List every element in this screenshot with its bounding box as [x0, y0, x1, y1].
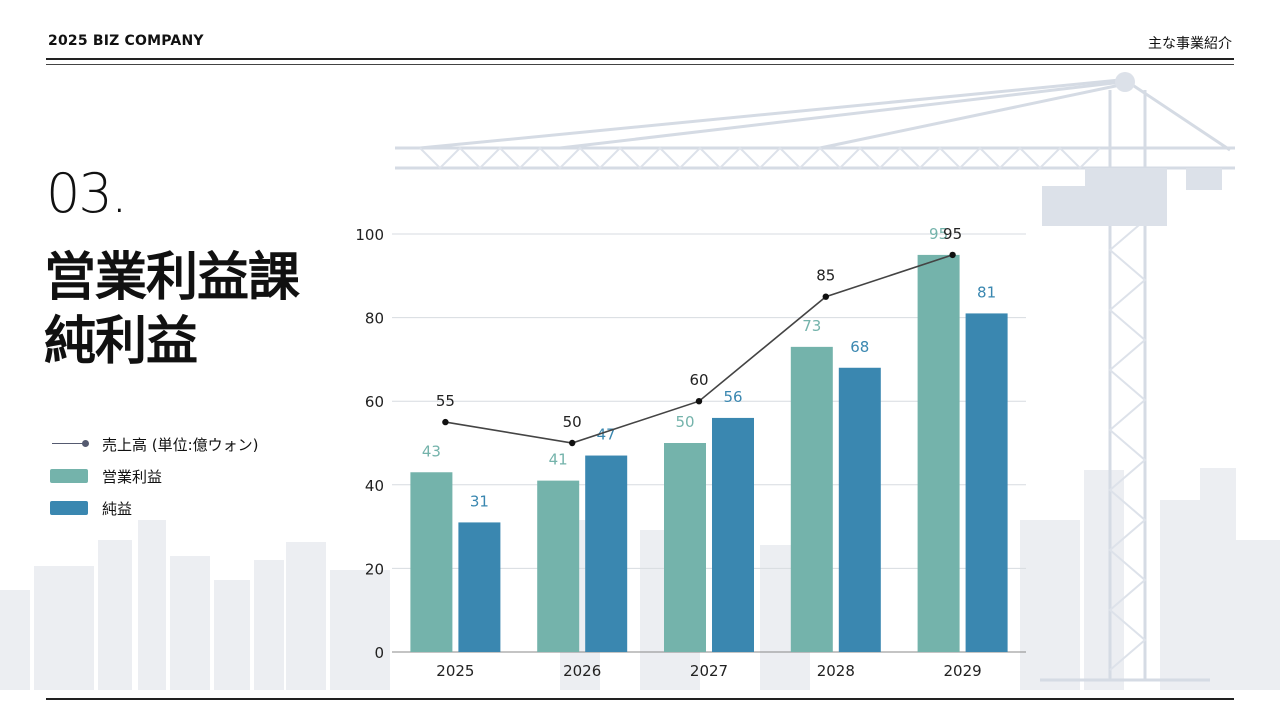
- legend-swatch-net: [50, 501, 90, 515]
- header-rule: [46, 58, 1234, 60]
- crane-lattice: [419, 146, 1147, 671]
- city-skyline: [0, 468, 1280, 690]
- sales-point: [442, 418, 449, 426]
- y-tick-label: 60: [365, 393, 384, 411]
- sales-point: [695, 398, 703, 405]
- footer-rule: [46, 698, 1234, 700]
- bar-operating: [790, 346, 833, 652]
- data-label-sales: 60: [689, 371, 708, 389]
- bar-operating: [664, 443, 706, 652]
- company-name: 2025 BIZ COMPANY: [48, 33, 204, 49]
- crane-cab: [1042, 72, 1222, 226]
- y-tick-label: 0: [374, 644, 384, 662]
- slide-title-line1: 営業利益課: [44, 248, 300, 308]
- chart-legend: 売上高 (単位:億ウォン) 営業利益 純益: [50, 428, 259, 524]
- bar-operating: [537, 480, 580, 652]
- data-label-operating: 73: [802, 317, 821, 335]
- section-title: 主な事業紹介: [1148, 36, 1232, 52]
- slide-title: 営業利益課 純利益: [44, 246, 300, 374]
- bar-net: [458, 522, 501, 652]
- x-tick-label: 2025: [436, 662, 474, 680]
- data-label-operating: 43: [422, 442, 441, 460]
- data-label-sales: 85: [816, 267, 835, 285]
- x-tick-label: 2028: [817, 662, 855, 680]
- data-label-net: 68: [850, 338, 869, 356]
- data-label-net: 56: [723, 388, 742, 406]
- data-label-sales: 55: [436, 392, 455, 410]
- legend-swatch-operating: [50, 469, 90, 483]
- y-tick-label: 40: [365, 477, 384, 495]
- data-label-sales: 50: [563, 413, 582, 431]
- data-label-sales: 95: [943, 225, 962, 243]
- y-tick-label: 100: [355, 226, 384, 244]
- bar-operating: [410, 472, 453, 652]
- y-tick-label: 20: [365, 560, 384, 578]
- header-rule-thin: [46, 64, 1234, 65]
- bar-net: [712, 417, 754, 652]
- slide-number: 03.: [46, 162, 128, 225]
- x-tick-label: 2029: [944, 662, 982, 680]
- data-label-operating: 50: [675, 413, 694, 431]
- bar-net: [838, 367, 881, 652]
- x-tick-label: 2026: [563, 662, 601, 680]
- legend-label-operating: 営業利益: [102, 467, 163, 486]
- bar-net: [585, 455, 628, 652]
- legend-item-net: 純益: [50, 492, 259, 524]
- legend-line-marker: [50, 437, 90, 451]
- legend-label-net: 純益: [102, 499, 133, 518]
- data-label-net: 31: [470, 492, 489, 510]
- legend-label-sales: 売上高 (単位:億ウォン): [102, 435, 259, 454]
- bar-operating: [917, 254, 960, 652]
- sales-point: [569, 439, 576, 447]
- sales-point: [822, 293, 829, 300]
- sales-point: [949, 251, 956, 259]
- x-tick-label: 2027: [690, 662, 728, 680]
- legend-item-sales: 売上高 (単位:億ウォン): [50, 428, 259, 460]
- legend-item-operating: 営業利益: [50, 460, 259, 492]
- y-tick-label: 80: [365, 310, 384, 328]
- data-label-operating: 95: [929, 225, 948, 243]
- data-label-net: 81: [977, 283, 996, 301]
- slide-title-line2: 純利益: [44, 312, 198, 372]
- data-label-operating: 41: [549, 451, 568, 469]
- bar-net: [965, 313, 1008, 652]
